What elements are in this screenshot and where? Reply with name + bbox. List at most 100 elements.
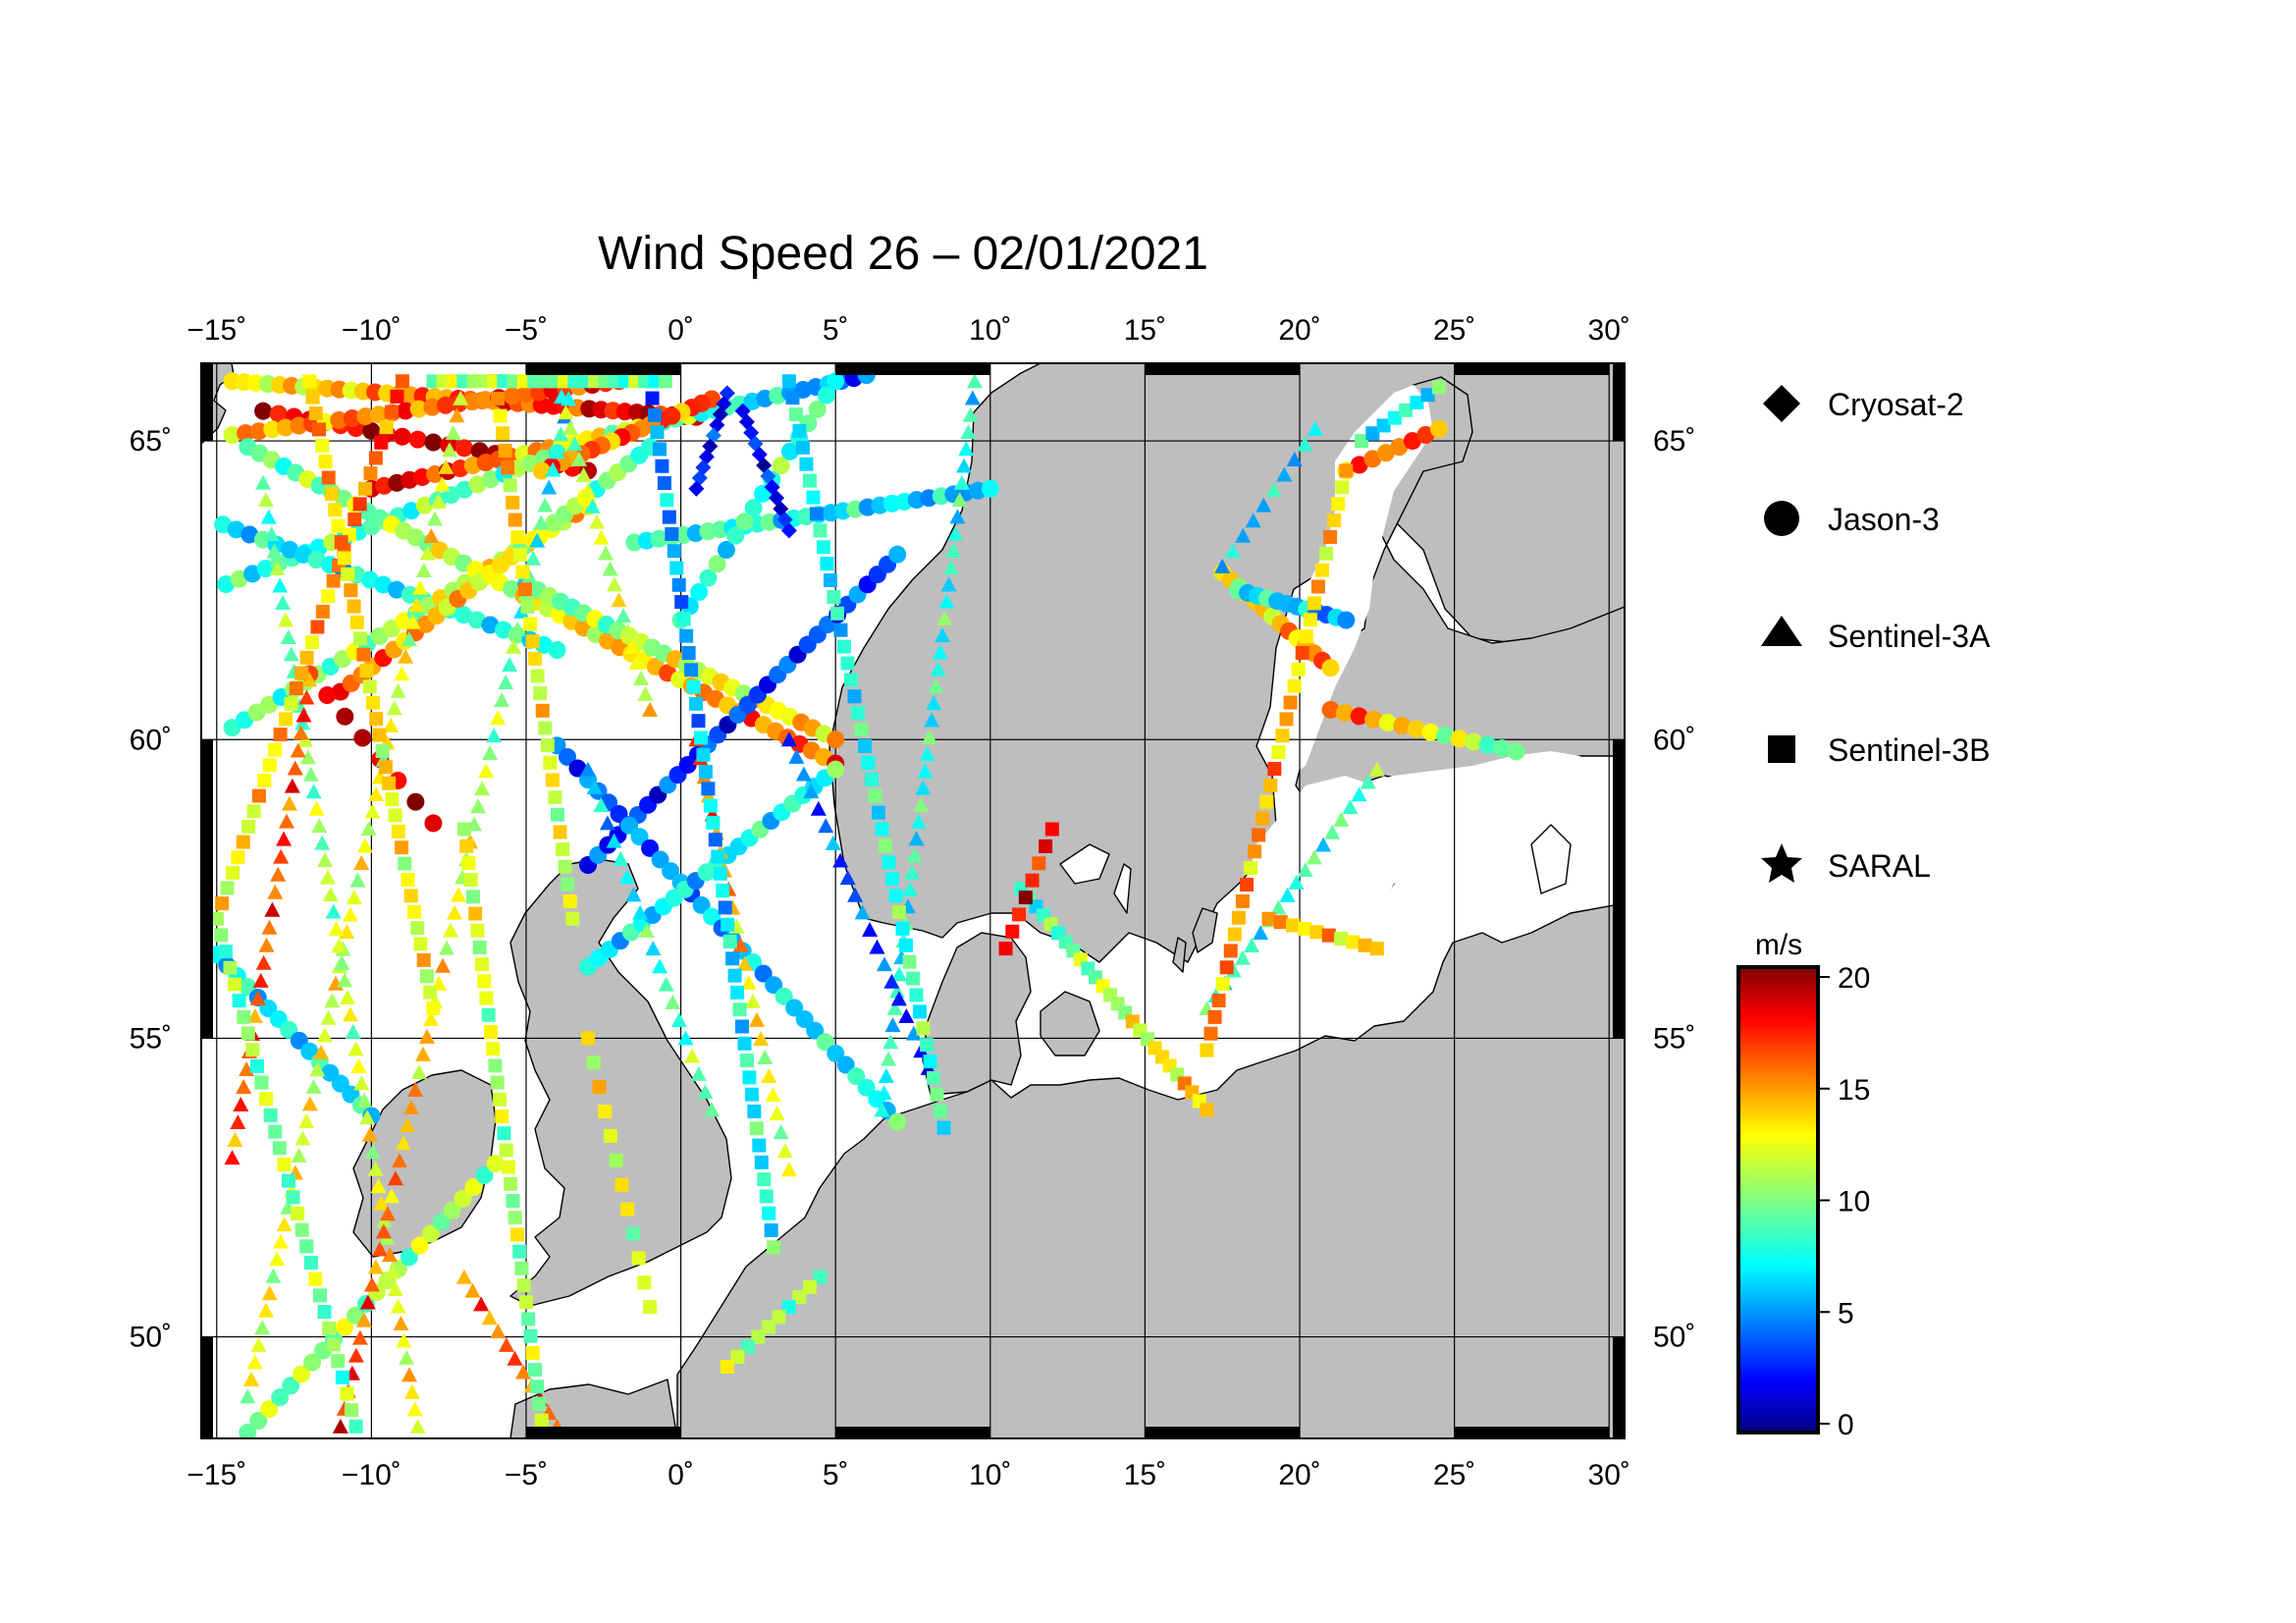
obs-marker-sentinel3b bbox=[1252, 828, 1266, 842]
obs-marker-sentinel3b bbox=[799, 457, 814, 471]
obs-marker-jason3 bbox=[827, 1044, 845, 1062]
obs-marker-sentinel3b bbox=[909, 988, 924, 1002]
obs-marker-sentinel3b bbox=[335, 1370, 349, 1384]
obs-marker-sentinel3a bbox=[383, 1188, 400, 1204]
obs-marker-sentinel3a bbox=[415, 563, 432, 578]
obs-marker-sentinel3a bbox=[350, 1057, 367, 1073]
obs-marker-sentinel3b bbox=[676, 612, 691, 626]
obs-marker-jason3 bbox=[1321, 659, 1340, 677]
obs-marker-jason3 bbox=[424, 814, 443, 833]
obs-marker-sentinel3a bbox=[324, 993, 341, 1008]
obs-marker-sentinel3b bbox=[1259, 794, 1274, 809]
obs-marker-sentinel3a bbox=[964, 390, 981, 406]
obs-marker-sentinel3a bbox=[876, 1085, 892, 1101]
lon-tick-label-bottom: −10˚ bbox=[342, 1459, 401, 1491]
obs-marker-sentinel3a bbox=[1279, 887, 1296, 902]
obs-marker-sentinel3b bbox=[220, 881, 235, 895]
obs-marker-sentinel3a bbox=[507, 1350, 523, 1366]
legend-label-saral: SARAL bbox=[1828, 848, 1931, 884]
obs-marker-sentinel3b bbox=[331, 518, 346, 533]
obs-marker-sentinel3b bbox=[878, 839, 892, 853]
obs-marker-jason3 bbox=[230, 569, 248, 588]
obs-marker-sentinel3b bbox=[514, 1261, 529, 1275]
obs-marker-sentinel3a bbox=[1253, 925, 1269, 941]
triangle-marker-icon bbox=[1761, 616, 1802, 646]
obs-marker-sentinel3a bbox=[869, 939, 885, 954]
obs-marker-sentinel3a bbox=[498, 1336, 514, 1352]
obs-marker-jason3 bbox=[827, 730, 845, 749]
obs-marker-jason3 bbox=[409, 400, 428, 418]
obs-marker-cryosat2 bbox=[688, 480, 705, 497]
obs-marker-sentinel3b bbox=[730, 985, 745, 1000]
obs-marker-sentinel3a bbox=[882, 1034, 899, 1050]
obs-marker-sentinel3b bbox=[510, 530, 525, 545]
obs-marker-sentinel3b bbox=[1215, 977, 1230, 992]
obs-marker-sentinel3a bbox=[940, 576, 957, 592]
obs-marker-sentinel3b bbox=[497, 1126, 511, 1141]
obs-marker-jason3 bbox=[754, 964, 773, 983]
obs-marker-sentinel3b bbox=[507, 1211, 522, 1225]
obs-marker-jason3 bbox=[254, 402, 273, 420]
obs-marker-sentinel3b bbox=[341, 567, 355, 581]
baltic-main bbox=[1129, 776, 1404, 1080]
obs-marker-sentinel3a bbox=[332, 1418, 348, 1434]
obs-marker-sentinel3a bbox=[409, 1418, 426, 1434]
obs-marker-jason3 bbox=[402, 502, 421, 520]
obs-marker-sentinel3a bbox=[881, 1051, 897, 1066]
obs-marker-jason3 bbox=[290, 416, 308, 435]
great-britain bbox=[509, 858, 732, 1307]
obs-marker-sentinel3a bbox=[423, 528, 440, 544]
obs-marker-sentinel3b bbox=[727, 968, 742, 983]
obs-marker-sentinel3a bbox=[571, 451, 588, 466]
obs-marker-sentinel3b bbox=[348, 1419, 363, 1434]
frame-bar-right bbox=[1613, 363, 1625, 442]
obs-marker-sentinel3a bbox=[490, 710, 507, 726]
obs-marker-jason3 bbox=[294, 545, 312, 564]
obs-marker-sentinel3a bbox=[275, 594, 292, 610]
obs-marker-sentinel3b bbox=[742, 1070, 757, 1085]
obs-marker-sentinel3b bbox=[517, 582, 532, 597]
obs-marker-sentinel3b bbox=[391, 824, 405, 839]
obs-marker-sentinel3b bbox=[1346, 935, 1361, 949]
obs-marker-sentinel3b bbox=[744, 1087, 759, 1102]
obs-marker-sentinel3a bbox=[506, 638, 522, 654]
obs-marker-sentinel3a bbox=[593, 529, 610, 545]
obs-marker-sentinel3a bbox=[1235, 527, 1252, 543]
obs-marker-sentinel3a bbox=[368, 785, 385, 801]
obs-marker-sentinel3a bbox=[267, 884, 284, 899]
lon-tick-label-top: 0˚ bbox=[667, 314, 694, 347]
obs-marker-sentinel3b bbox=[507, 513, 522, 527]
obs-marker-sentinel3b bbox=[631, 1251, 646, 1266]
obs-marker-sentinel3b bbox=[998, 942, 1013, 956]
obs-marker-sentinel3a bbox=[904, 864, 921, 880]
frame-bar-top bbox=[835, 363, 990, 375]
obs-marker-sentinel3a bbox=[1224, 543, 1241, 559]
obs-marker-sentinel3b bbox=[372, 728, 387, 742]
obs-marker-sentinel3b bbox=[1235, 893, 1250, 908]
obs-marker-sentinel3a bbox=[562, 420, 579, 436]
obs-marker-sentinel3a bbox=[474, 781, 491, 796]
obs-marker-sentinel3b bbox=[679, 628, 694, 643]
obs-marker-sentinel3b bbox=[1223, 944, 1238, 958]
obs-marker-sentinel3b bbox=[501, 460, 515, 475]
obs-marker-jason3 bbox=[356, 407, 375, 426]
obs-marker-jason3 bbox=[503, 387, 521, 406]
obs-marker-sentinel3a bbox=[250, 1336, 267, 1352]
obs-marker-sentinel3b bbox=[625, 1226, 640, 1241]
obs-marker-sentinel3a bbox=[309, 1061, 326, 1077]
obs-marker-sentinel3a bbox=[619, 623, 636, 639]
obs-marker-sentinel3b bbox=[772, 1310, 786, 1325]
obs-marker-sentinel3a bbox=[607, 576, 623, 592]
obs-marker-sentinel3b bbox=[813, 1270, 828, 1284]
obs-marker-jason3 bbox=[699, 568, 718, 587]
obs-marker-sentinel3b bbox=[1200, 1043, 1214, 1057]
obs-marker-sentinel3a bbox=[769, 1106, 785, 1121]
obs-marker-sentinel3b bbox=[902, 954, 917, 969]
obs-marker-sentinel3a bbox=[263, 526, 280, 542]
obs-marker-sentinel3b bbox=[525, 1345, 540, 1360]
star-marker-icon bbox=[1761, 843, 1802, 883]
obs-marker-jason3 bbox=[482, 470, 501, 489]
obs-marker-sentinel3b bbox=[498, 443, 512, 458]
obs-marker-sentinel3a bbox=[589, 514, 606, 529]
obs-marker-sentinel3a bbox=[665, 994, 681, 1009]
